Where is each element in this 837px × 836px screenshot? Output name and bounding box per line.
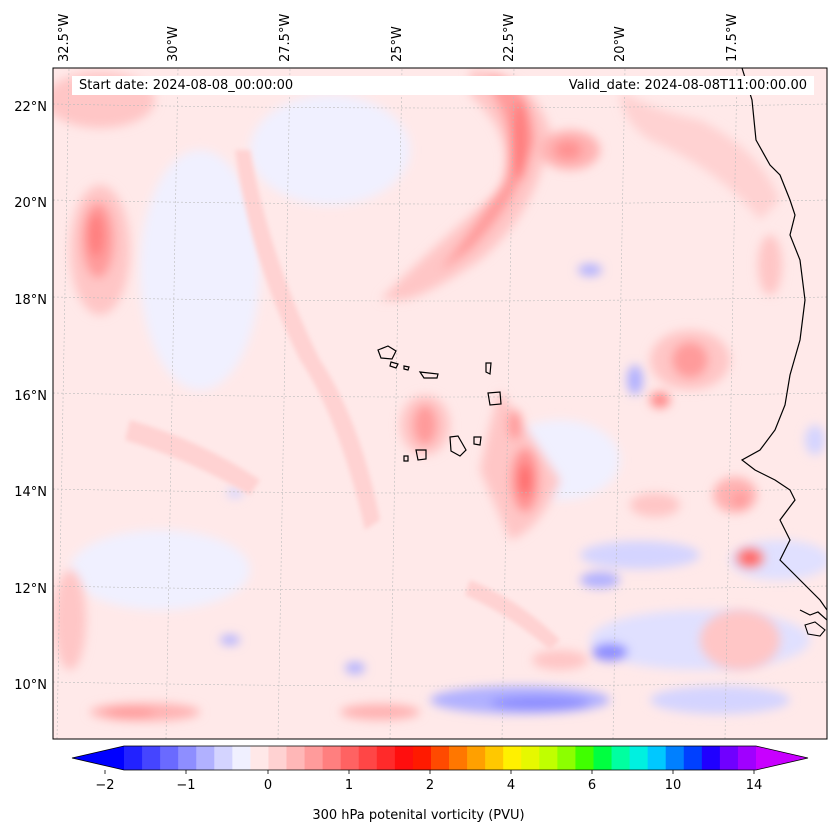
colorbar-segment [521,746,540,770]
meridian-line [277,68,291,739]
colorbar-segment [340,746,360,770]
lon-label: 20°W [613,26,628,62]
colorbar-segment [575,746,595,770]
colorbar-tick-label: 4 [507,778,515,793]
colorbar-segment [503,746,522,770]
colorbar-segment [683,746,703,770]
colorbar-segment [376,746,396,770]
colorbar-tick-label: −1 [176,778,195,793]
colorbar-segment [322,746,342,770]
colorbar-max-extend [756,746,808,770]
colorbar-outline [71,745,809,771]
colorbar-segment [629,746,649,770]
colorbar-label: 300 hPa potenital vorticity (PVU) [312,808,525,823]
meridian-line [389,68,403,739]
lat-label: 10°N [14,678,47,693]
colorbar-segment [593,746,613,770]
colorbar-segment [701,746,721,770]
pv-streaks [125,150,560,650]
colorbar-segment [430,746,450,770]
meridian-line [724,68,738,739]
colorbar-segment [719,746,739,770]
pv-field [53,68,827,739]
colorbar-segment [467,746,486,770]
colorbar-segment [412,746,432,770]
colorbar-segment [449,746,468,770]
colorbar-segment [611,746,631,770]
colorbar-ticks: −2 −1 0 1 2 4 6 10 14 [95,770,762,793]
colorbar-tick-label: 10 [665,778,682,793]
lat-label: 18°N [14,293,47,308]
colorbar-segment [214,746,233,770]
valid-date-label: Valid_date: 2024-08-08T11:00:00.00 [540,76,814,95]
lat-label: 12°N [14,582,47,597]
cape-verde-islands [377,345,502,462]
colorbar-segment [268,746,288,770]
colorbar-segment [665,746,685,770]
colorbar-segment [557,746,577,770]
colorbar-tick-label: 2 [426,778,434,793]
colorbar-tick-label: 1 [345,778,353,793]
lon-label: 22.5°W [502,14,517,62]
colorbar-segment [358,746,378,770]
colorbar-segment [737,746,757,770]
colorbar-segment [232,746,251,770]
lon-label: 25°W [390,26,405,62]
colorbar-segment [539,746,558,770]
colorbar-tick-label: 6 [588,778,596,793]
start-date-label: Start date: 2024-08-08_00:00:00 [72,76,549,95]
pv-high-regions [53,70,782,721]
lon-label: 17.5°W [725,14,740,62]
colorbar-min-extend [72,746,124,770]
colorbar-tick-label: 0 [264,778,272,793]
colorbar-segment [304,746,324,770]
colorbar-tick-label: 14 [746,778,763,793]
latitude-labels: 22°N 20°N 18°N 16°N 14°N 12°N 10°N [14,100,47,693]
meridian-line [56,68,70,739]
map-frame [52,67,828,740]
colorbar-segment [485,746,504,770]
coastline [740,68,827,637]
colorbar [71,745,809,771]
lon-label: 30°W [166,26,181,62]
meridian-line [165,68,179,739]
colorbar-segment [394,746,414,770]
meridian-line [612,68,626,739]
colorbar-segment [124,746,143,770]
colorbar-segment [250,746,270,770]
colorbar-tick-label: −2 [95,778,114,793]
lon-label: 27.5°W [278,14,293,62]
colorbar-segment [286,746,306,770]
lat-label: 22°N [14,100,47,115]
colorbar-segment [160,746,179,770]
gridlines [53,68,827,739]
colorbar-segment [178,746,197,770]
longitude-labels: 32.5°W 30°W 27.5°W 25°W 22.5°W 20°W 17.5°W [57,14,740,62]
colorbar-segment [142,746,161,770]
colorbar-segment [196,746,215,770]
lon-label: 32.5°W [57,14,72,62]
colorbar-segment [647,746,667,770]
lat-label: 16°N [14,389,47,404]
lat-label: 14°N [14,485,47,500]
lat-label: 20°N [14,196,47,211]
meridian-line [501,68,515,739]
